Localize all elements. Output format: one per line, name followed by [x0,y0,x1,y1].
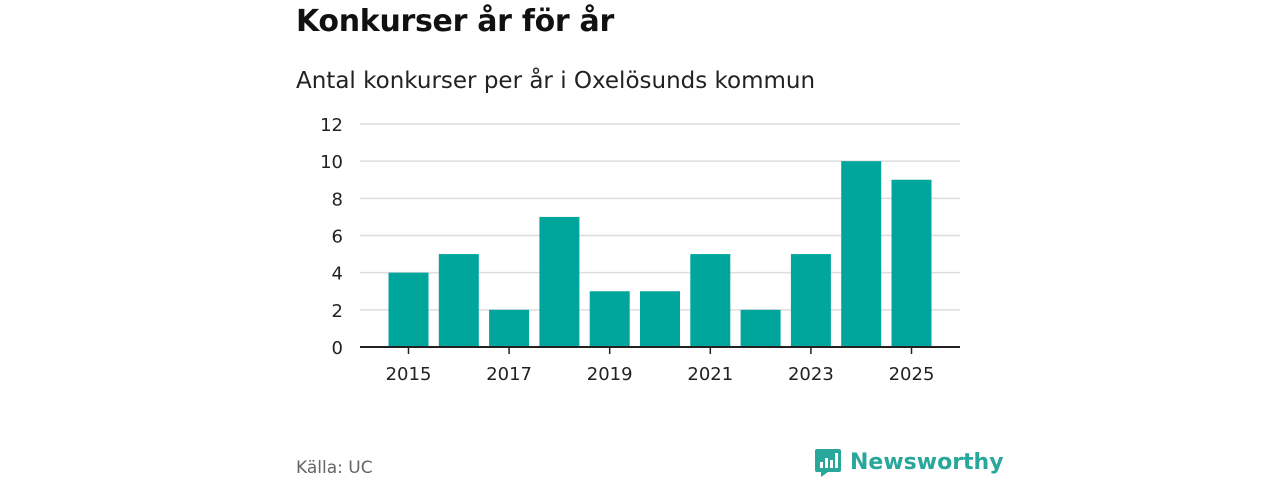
x-tick-label: 2025 [889,364,935,385]
bar-2018 [539,216,580,347]
x-tick-label: 2015 [386,364,432,385]
source-note: Källa: UC [296,458,373,478]
bar-2024 [841,161,882,347]
bar-2021 [690,254,731,347]
chart-subtitle: Antal konkurser per år i Oxelösunds komm… [296,68,816,94]
y-tick-label: 2 [332,301,343,322]
chart-title: Konkurser år för år [296,4,614,39]
bar-2019 [589,291,630,347]
y-tick-label: 8 [332,189,343,210]
newsworthy-logo-icon [815,449,841,477]
axes [360,346,960,354]
bar-2023 [790,254,831,347]
bar-2025 [891,179,932,347]
bar-2020 [640,291,680,347]
y-tick-label: 10 [320,152,343,173]
brand-name: Newsworthy [850,450,1004,475]
x-tick-label: 2023 [788,364,834,385]
bars [388,161,932,347]
y-tick-label: 0 [332,338,343,359]
y-tick-label: 12 [320,115,343,136]
y-tick-label: 6 [332,227,343,248]
x-tick-label: 2017 [486,364,532,385]
x-tick-labels: 2015 2017 2019 2021 2023 2025 [386,364,935,385]
bar-2015 [388,272,429,347]
y-tick-label: 4 [332,264,343,285]
y-tick-labels: 0 2 4 6 8 10 12 [320,115,343,359]
bar-2016 [438,254,479,347]
brand-logo: Newsworthy [814,446,1004,480]
bar-2017 [489,309,530,347]
bar-2022 [740,309,781,347]
x-tick-label: 2019 [587,364,633,385]
bar-chart: 0 2 4 6 8 10 12 2015 2017 2019 2021 2023 2025 [320,115,960,385]
x-tick-label: 2021 [687,364,733,385]
